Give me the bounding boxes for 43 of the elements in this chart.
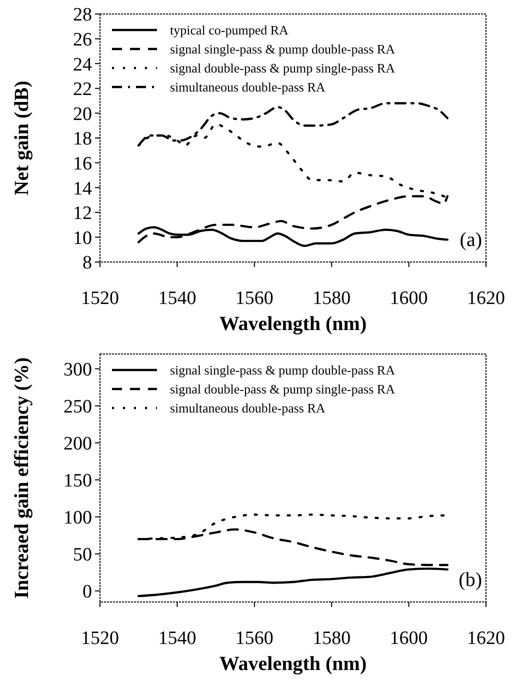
x-tick-label: 1560 [235, 628, 274, 649]
x-tick-label: 1540 [158, 628, 196, 649]
y-tick-label: 250 [64, 396, 92, 418]
y-tick-label: 8 [82, 252, 92, 274]
legend-label: signal double-pass & pump single-pass RA [170, 60, 396, 76]
y-tick-label: 0 [82, 582, 92, 603]
y-tick-label: 28 [73, 4, 92, 26]
annotation: (b) [458, 569, 482, 591]
x-tick-label: 1600 [390, 628, 428, 649]
x-tick-label: 1620 [467, 288, 505, 309]
x-tick-label: 1580 [312, 288, 351, 309]
y-tick-label: 150 [64, 470, 92, 492]
x-tick-label: 1520 [81, 628, 119, 649]
x-axis-title: Wavelength (nm) [219, 653, 367, 675]
y-tick-label: 22 [73, 79, 92, 100]
y-tick-label: 200 [64, 433, 92, 454]
x-axis-title: Wavelength (nm) [219, 313, 367, 335]
legend-label: signal single-pass & pump double-pass RA [170, 362, 396, 378]
y-tick-label: 20 [73, 104, 92, 125]
x-tick-label: 1520 [81, 288, 119, 309]
x-tick-label: 1600 [390, 288, 428, 309]
x-tick-label: 1540 [158, 288, 196, 309]
x-tick-label: 1560 [235, 288, 274, 309]
legend-label: typical co-pumped RA [170, 22, 290, 38]
y-tick-label: 50 [73, 544, 92, 566]
y-tick-label: 18 [73, 128, 92, 150]
legend-label: simultaneous double-pass RA [170, 400, 326, 416]
legend-label: simultaneous double-pass RA [170, 80, 326, 95]
y-tick-label: 24 [73, 54, 92, 76]
legend-label: signal double-pass & pump single-pass RA [170, 382, 396, 397]
y-tick-label: 10 [73, 228, 92, 249]
y-tick-label: 26 [73, 29, 92, 50]
y-tick-label: 300 [64, 359, 92, 380]
x-tick-label: 1620 [467, 628, 505, 649]
legend-label: signal single-pass & pump double-pass RA [170, 42, 396, 57]
y-tick-label: 12 [73, 203, 92, 224]
y-tick-label: 100 [64, 508, 92, 529]
x-tick-label: 1580 [312, 628, 351, 649]
annotation: (a) [460, 229, 482, 251]
y-axis-title: Increaed gain efficiency (%) [11, 357, 33, 599]
y-tick-label: 16 [73, 153, 92, 174]
y-axis-title: Net gain (dB) [11, 80, 33, 196]
y-tick-label: 14 [73, 178, 92, 200]
